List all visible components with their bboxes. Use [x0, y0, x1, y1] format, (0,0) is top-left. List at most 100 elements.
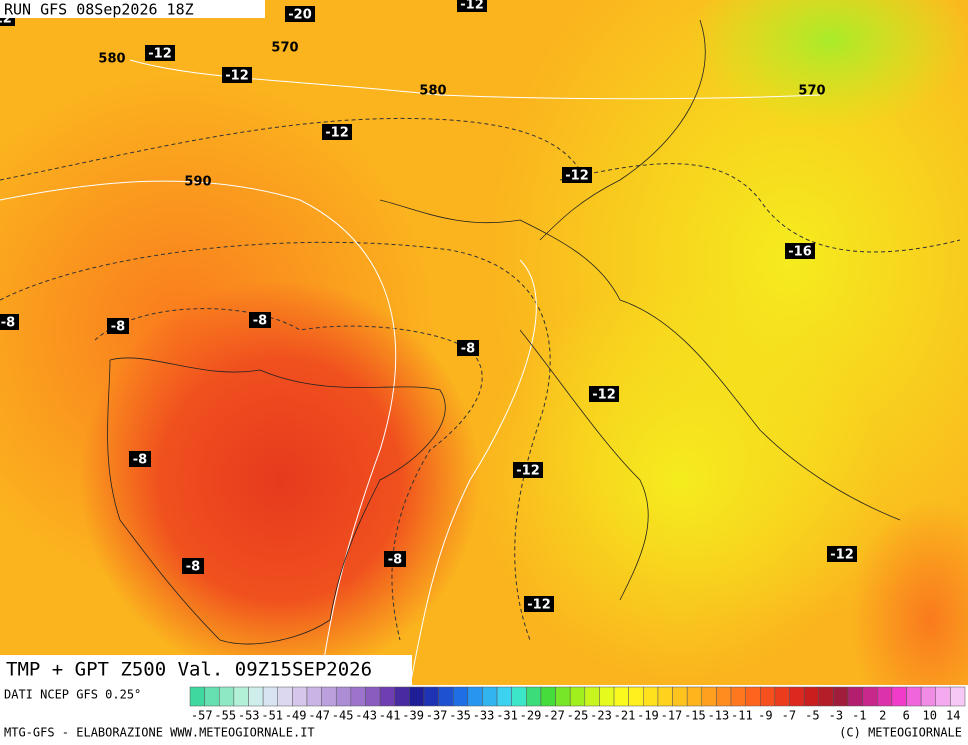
colorbar-cell	[540, 686, 556, 707]
geopotential-label: 580	[419, 84, 446, 99]
colorbar-cell	[906, 686, 922, 707]
colorbar-cell	[672, 686, 688, 707]
colorbar-cell	[628, 686, 644, 707]
temperature-label: -12	[460, 0, 484, 13]
colorbar-label: 14	[946, 709, 960, 723]
label-box	[222, 67, 252, 83]
colorbar-cell	[482, 686, 498, 707]
colorbar-label: -9	[758, 709, 772, 723]
geopotential-label: 580	[98, 52, 125, 67]
source-label: DATI NCEP GFS 0.25°	[4, 688, 141, 702]
colorbar-label: -47	[308, 709, 330, 723]
colorbar-cell	[511, 686, 527, 707]
colorbar-cell	[365, 686, 381, 707]
colorbar-cell	[438, 686, 454, 707]
colorbar-label: -23	[590, 709, 612, 723]
colorbar-label: -1	[852, 709, 866, 723]
colorbar-cell	[701, 686, 717, 707]
colorbar-label: 6	[903, 709, 910, 723]
colorbar-cell	[803, 686, 820, 707]
label-box	[589, 386, 619, 402]
temperature-label: -20	[288, 8, 312, 23]
colorbar-cell	[555, 686, 571, 707]
colorbar-cell	[496, 686, 512, 707]
temperature-label: -12	[830, 548, 854, 563]
colorbar-label: -5	[805, 709, 819, 723]
colorbar-cell	[847, 686, 863, 707]
colorbar-cell	[379, 686, 395, 707]
colorbar-cell	[686, 686, 703, 707]
temperature-label: -12	[592, 388, 616, 403]
colorbar-cell	[774, 686, 790, 707]
temperature-label: -12	[565, 169, 589, 184]
colorbar-cell	[248, 686, 264, 707]
colorbar-cell	[189, 686, 205, 707]
colorbar-cell	[745, 686, 761, 707]
colorbar-label: -13	[708, 709, 730, 723]
colorbar-label: -17	[661, 709, 683, 723]
label-box	[524, 596, 554, 612]
colorbar-label: 2	[879, 709, 886, 723]
colorbar-cell	[277, 686, 293, 707]
temperature-label: -12	[527, 598, 551, 613]
label-box	[457, 0, 487, 12]
run-label: RUN GFS 08Sep2026 18Z	[4, 1, 194, 19]
temperature-label: -12	[225, 69, 249, 84]
colorbar-cell	[862, 686, 878, 707]
colorbar-cell	[950, 686, 966, 707]
label-box	[249, 312, 271, 328]
temperature-label: -16	[788, 245, 812, 260]
colorbar-cell	[833, 686, 849, 707]
temperature-label: -12	[148, 47, 172, 62]
header-box	[0, 0, 265, 18]
colorbar-label: -35	[449, 709, 471, 723]
label-box	[322, 124, 352, 140]
colorbar-label: -15	[684, 709, 706, 723]
temperature-label: -12	[325, 126, 349, 141]
colorbar-label: -51	[261, 709, 283, 723]
colorbar-cell	[599, 686, 615, 707]
colorbar-cell	[584, 686, 600, 707]
colorbar-cell	[233, 686, 249, 707]
colorbar-label: -29	[520, 709, 542, 723]
colorbar-cell	[760, 686, 776, 707]
label-box	[384, 551, 406, 567]
colorbar-label: -7	[782, 709, 796, 723]
colorbar-cell	[657, 686, 673, 707]
temperature-label: -8	[388, 553, 402, 568]
colorbar-label: -25	[567, 709, 589, 723]
colorbar-label: -45	[332, 709, 354, 723]
footer-left: MTG-GFS - ELABORAZIONE WWW.METEOGIORNALE…	[4, 726, 315, 740]
footer-right: (C) METEOGIORNALE	[839, 726, 962, 740]
label-box	[145, 45, 175, 61]
coastlines	[107, 19, 901, 645]
temperature-label: -8	[1, 316, 15, 331]
colorbar-cell	[350, 686, 366, 707]
temperature-label: -8	[186, 560, 200, 575]
colorbar-cell	[306, 686, 322, 707]
colorbar-label: -57	[191, 709, 213, 723]
colorbar-label: -39	[402, 709, 424, 723]
temperature-label: -8	[253, 314, 267, 329]
label-box	[182, 558, 204, 574]
colorbar-label: 10	[923, 709, 937, 723]
colorbar-cell	[643, 686, 659, 707]
geopotential-contours	[0, 59, 821, 686]
geopotential-label: 590	[184, 175, 211, 190]
colorbar-label: -21	[614, 709, 636, 723]
colorbar-cell	[716, 686, 732, 707]
colorbar-cell	[409, 686, 425, 707]
colorbar-label: -37	[426, 709, 448, 723]
colorbar-cell	[394, 686, 410, 707]
colorbar-cell	[423, 686, 439, 707]
colorbar-cell	[935, 686, 951, 707]
colorbar-cell	[920, 686, 937, 707]
colorbar-label: -53	[238, 709, 260, 723]
label-box	[513, 462, 543, 478]
label-box	[827, 546, 857, 562]
colorbar-cell	[335, 686, 352, 707]
colorbar-label: -3	[829, 709, 843, 723]
temperature-label: -12	[0, 12, 12, 27]
